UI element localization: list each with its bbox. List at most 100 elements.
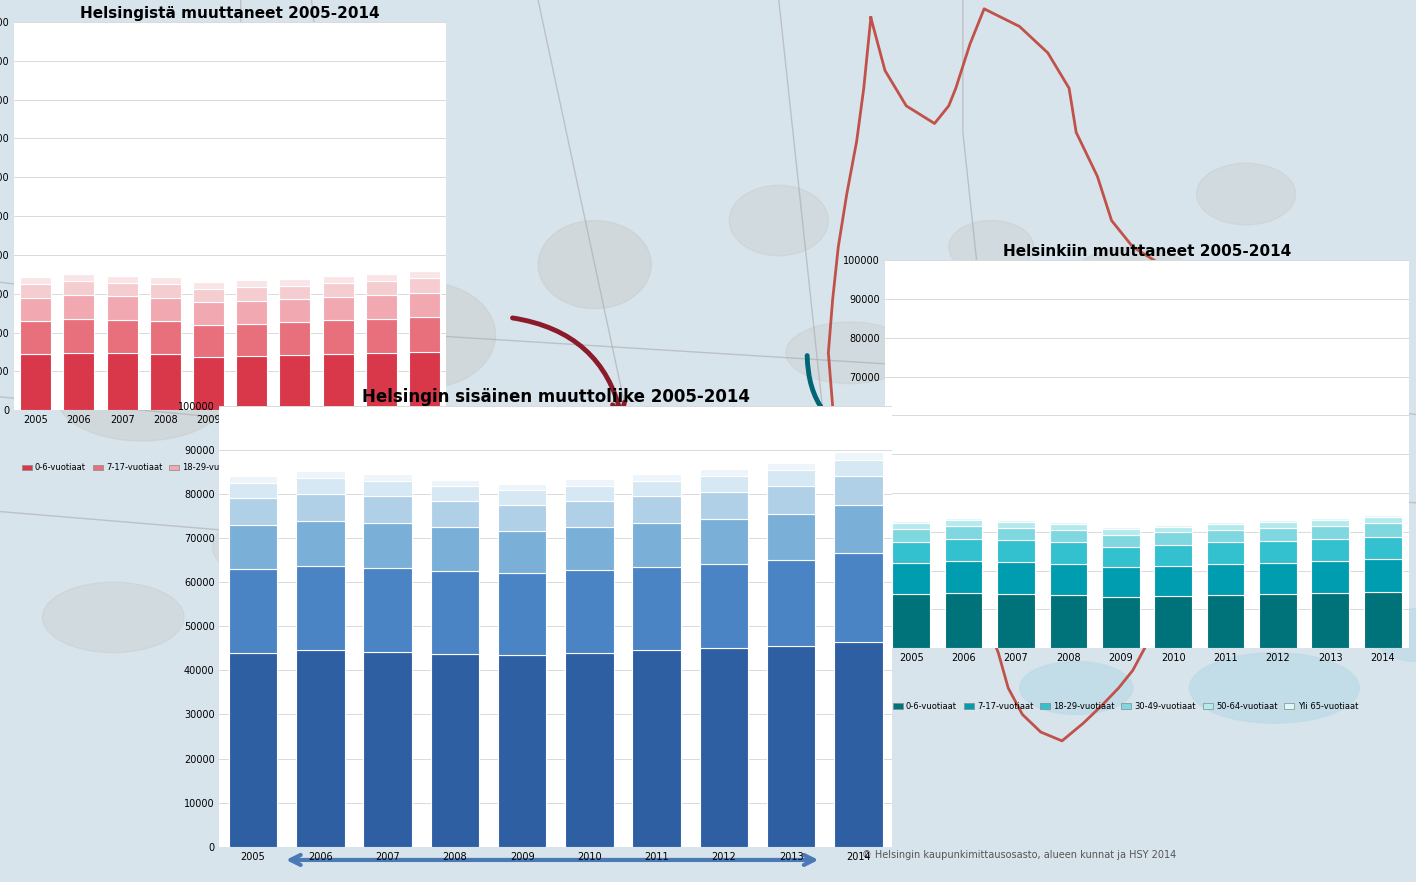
Bar xyxy=(193,280,224,282)
Bar xyxy=(944,561,983,594)
Ellipse shape xyxy=(1197,163,1296,225)
Bar xyxy=(1311,539,1349,561)
Bar xyxy=(1102,567,1140,597)
Bar xyxy=(430,571,479,654)
Bar xyxy=(1102,597,1140,648)
Ellipse shape xyxy=(1182,494,1253,529)
Bar xyxy=(150,355,181,410)
Ellipse shape xyxy=(892,441,949,476)
Bar xyxy=(1102,547,1140,567)
Bar xyxy=(1311,518,1349,520)
Bar xyxy=(365,319,396,353)
Bar xyxy=(229,569,278,653)
Bar xyxy=(20,297,51,321)
Ellipse shape xyxy=(425,498,566,560)
Bar xyxy=(430,501,479,527)
Bar xyxy=(430,527,479,571)
Bar xyxy=(997,594,1035,648)
Bar xyxy=(1154,545,1192,565)
Bar xyxy=(279,323,310,355)
Bar xyxy=(633,481,681,496)
Bar xyxy=(997,541,1035,562)
Bar xyxy=(1154,527,1192,533)
Ellipse shape xyxy=(1020,662,1133,714)
Bar xyxy=(1364,517,1402,523)
Bar xyxy=(997,522,1035,527)
Bar xyxy=(236,280,268,288)
Ellipse shape xyxy=(1069,247,1197,318)
Bar xyxy=(150,284,181,298)
Bar xyxy=(767,470,816,486)
Bar xyxy=(365,353,396,410)
Bar xyxy=(944,527,983,539)
Bar xyxy=(150,298,181,321)
Bar xyxy=(296,471,344,478)
Bar xyxy=(565,570,613,653)
Title: Helsingin sisäinen muuttoliike 2005-2014: Helsingin sisäinen muuttoliike 2005-2014 xyxy=(361,387,750,406)
Bar xyxy=(498,483,547,490)
Bar xyxy=(1154,533,1192,545)
Bar xyxy=(633,496,681,522)
Bar xyxy=(1364,523,1402,536)
Bar xyxy=(565,479,613,485)
Bar xyxy=(1154,565,1192,596)
Bar xyxy=(364,652,412,847)
Bar xyxy=(106,296,137,320)
Bar xyxy=(64,353,95,410)
Legend: 0-6-vuotiaat, 7-17-vuotiaat, 18-29-vuotiaat, 30-49-vuotiaat, 50-64-vuotiaat, Yli: 0-6-vuotiaat, 7-17-vuotiaat, 18-29-vuoti… xyxy=(889,699,1361,714)
Bar xyxy=(296,566,344,650)
Ellipse shape xyxy=(538,220,651,309)
Bar xyxy=(106,273,137,275)
Bar xyxy=(997,562,1035,594)
Bar xyxy=(498,505,547,530)
Bar xyxy=(1154,525,1192,527)
Bar xyxy=(323,283,354,297)
Bar xyxy=(193,356,224,410)
Bar xyxy=(1364,536,1402,559)
Bar xyxy=(106,275,137,282)
Bar xyxy=(229,525,278,569)
Bar xyxy=(700,469,748,475)
Bar xyxy=(409,293,440,318)
Bar xyxy=(193,289,224,303)
Bar xyxy=(229,476,278,483)
Bar xyxy=(193,303,224,325)
Bar xyxy=(365,271,396,273)
Bar xyxy=(633,566,681,650)
Bar xyxy=(365,281,396,295)
Bar xyxy=(193,282,224,289)
Bar xyxy=(20,354,51,410)
Bar xyxy=(1311,561,1349,594)
Bar xyxy=(430,486,479,501)
Legend: 0-6-vuotiaat, 7-17-vuotiaat, 18-29-vuotiaat, 30-49-vuotiaat, 50-64-vuotiaat, Yli: 0-6-vuotiaat, 7-17-vuotiaat, 18-29-vuoti… xyxy=(18,460,490,475)
Ellipse shape xyxy=(212,512,354,582)
Bar xyxy=(323,354,354,410)
Ellipse shape xyxy=(1303,551,1388,595)
Bar xyxy=(633,474,681,481)
Bar xyxy=(997,519,1035,522)
Bar xyxy=(1049,564,1087,594)
Bar xyxy=(892,529,930,542)
Bar xyxy=(892,594,930,648)
Bar xyxy=(150,274,181,278)
Bar xyxy=(1154,596,1192,648)
Ellipse shape xyxy=(1069,441,1140,476)
Bar xyxy=(229,498,278,525)
Bar xyxy=(364,481,412,497)
Bar xyxy=(106,354,137,410)
Bar xyxy=(1311,527,1349,539)
Bar xyxy=(150,321,181,355)
Bar xyxy=(20,284,51,297)
Bar xyxy=(236,324,268,355)
Ellipse shape xyxy=(152,169,358,325)
Bar xyxy=(944,594,983,648)
Bar xyxy=(236,288,268,301)
Bar xyxy=(1049,594,1087,648)
Bar xyxy=(106,320,137,354)
Bar xyxy=(279,279,310,286)
Bar xyxy=(1259,519,1297,522)
Bar xyxy=(1364,559,1402,592)
Bar xyxy=(409,278,440,293)
Bar xyxy=(193,325,224,356)
Bar xyxy=(1206,564,1245,594)
